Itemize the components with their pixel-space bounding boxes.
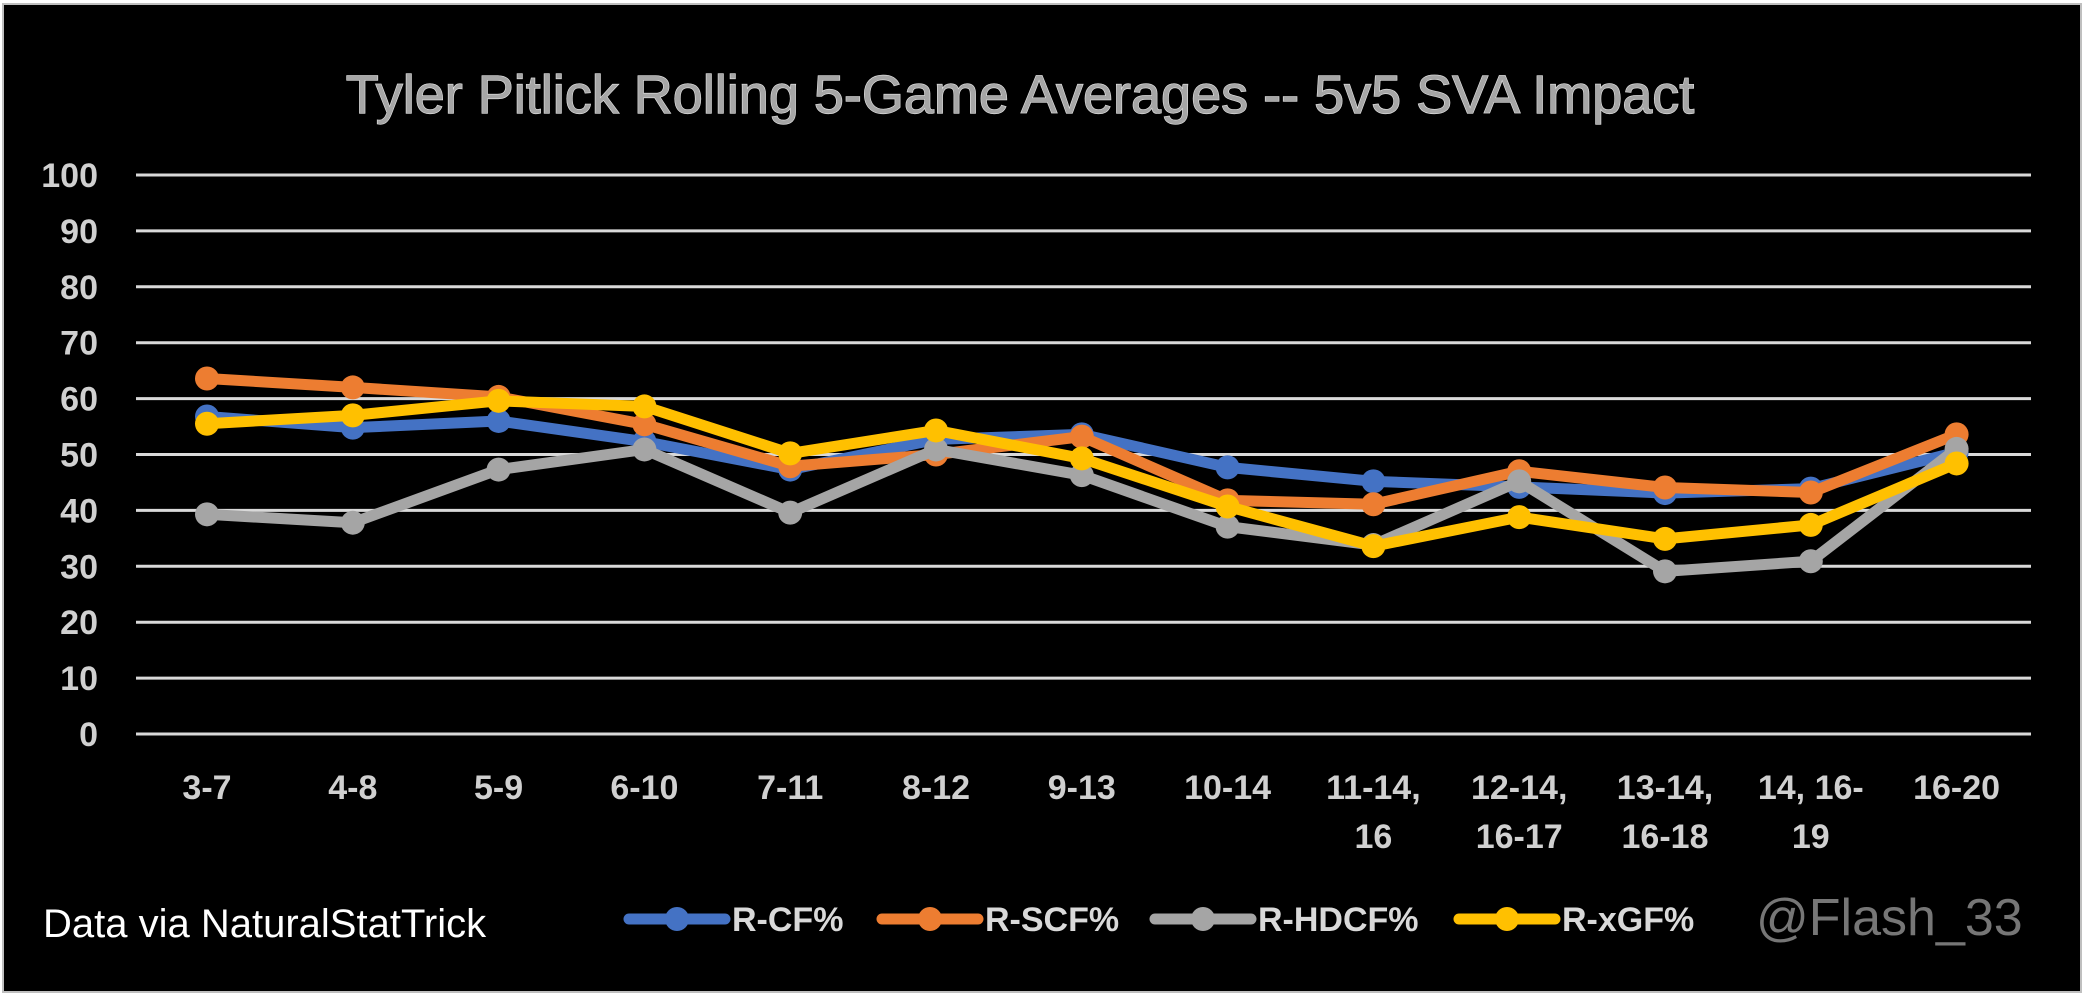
y-tick-label: 100 <box>41 157 98 195</box>
legend-marker <box>665 907 689 931</box>
data-point <box>1798 512 1823 537</box>
data-point <box>1361 469 1386 494</box>
x-tick-label: 9-13 <box>1048 769 1116 807</box>
data-point <box>486 457 511 482</box>
data-point <box>1361 492 1386 517</box>
x-tick-label: 16 <box>1354 818 1392 856</box>
x-axis-tick-labels: 3-7 4-8 5-9 6-10 7-11 8-12 9-13 10-14 11-14, 16 12… <box>182 769 2000 856</box>
data-point <box>486 388 511 413</box>
y-tick-label: 40 <box>60 492 98 530</box>
data-point <box>195 502 219 527</box>
data-point <box>1653 475 1677 500</box>
legend-marker <box>918 907 942 931</box>
legend-item: R-xGF% <box>1453 901 1694 939</box>
data-point <box>1653 559 1677 584</box>
data-point <box>632 394 657 419</box>
x-tick-label: 14, 16- <box>1758 769 1864 807</box>
legend-label: R-SCF% <box>985 901 1119 939</box>
x-tick-label: 5-9 <box>474 769 523 807</box>
chart-frame <box>2 3 2082 993</box>
x-tick-label: 19 <box>1792 818 1830 856</box>
x-tick-label: 16-20 <box>1913 769 2000 807</box>
legend: R-CF% R-SCF% R-HDCF% R-xGF% <box>623 901 1694 939</box>
data-point <box>632 437 657 462</box>
y-tick-label: 30 <box>60 548 98 586</box>
y-tick-label: 60 <box>60 381 98 419</box>
data-point <box>1215 514 1240 539</box>
x-tick-label: 6-10 <box>610 769 678 807</box>
data-point <box>1798 549 1823 574</box>
x-tick-label: 11-14, <box>1326 769 1421 807</box>
series-r-scf <box>195 366 1969 517</box>
data-source-note: Data via NaturalStatTrick <box>43 902 487 946</box>
legend-label: R-HDCF% <box>1258 901 1419 939</box>
data-point <box>340 375 365 400</box>
series-r-xgf <box>195 388 1969 559</box>
y-tick-label: 70 <box>60 325 98 363</box>
data-point <box>1069 446 1094 471</box>
data-point <box>1507 469 1532 494</box>
x-tick-label: 4-8 <box>328 769 377 807</box>
data-point <box>1653 526 1677 551</box>
x-tick-label: 8-12 <box>902 769 970 807</box>
data-point <box>1944 451 1969 476</box>
series-r-hdcf <box>195 436 1969 584</box>
legend-label: R-CF% <box>732 901 843 939</box>
legend-item: R-CF% <box>623 901 843 939</box>
y-tick-label: 50 <box>60 437 98 475</box>
legend-item: R-SCF% <box>876 901 1119 939</box>
y-tick-label: 10 <box>60 660 98 698</box>
series-lines <box>195 366 1969 584</box>
y-tick-label: 0 <box>79 716 98 754</box>
data-point <box>1798 480 1823 505</box>
data-point <box>778 500 803 525</box>
legend-marker <box>1495 907 1519 931</box>
author-credit: @Flash_33 <box>1756 889 2023 947</box>
x-tick-label: 13-14, <box>1617 769 1713 807</box>
x-tick-label: 16-17 <box>1476 818 1563 856</box>
data-point <box>1215 455 1240 480</box>
data-point <box>632 412 657 437</box>
data-point <box>1507 505 1532 530</box>
x-tick-label: 12-14, <box>1471 769 1567 807</box>
chart-title: Tyler Pitlick Rolling 5-Game Averages --… <box>346 65 1695 125</box>
data-point <box>1215 494 1240 519</box>
gridlines <box>136 173 2031 736</box>
data-point <box>195 366 219 391</box>
data-point <box>1069 463 1094 488</box>
data-point <box>486 408 511 433</box>
data-point <box>924 437 948 462</box>
data-point <box>340 510 365 535</box>
y-tick-label: 90 <box>60 213 98 251</box>
y-axis-tick-labels: 0 10 20 30 40 50 60 70 80 90 100 <box>41 157 98 754</box>
data-point <box>195 411 219 436</box>
x-tick-label: 7-11 <box>757 769 823 807</box>
legend-item: R-HDCF% <box>1149 901 1419 939</box>
data-point <box>340 403 365 428</box>
y-tick-label: 20 <box>60 604 98 642</box>
data-point <box>778 441 803 466</box>
y-tick-label: 80 <box>60 269 98 307</box>
data-point <box>924 418 948 443</box>
x-tick-label: 10-14 <box>1184 769 1271 807</box>
x-tick-label: 16-18 <box>1622 818 1709 856</box>
data-point <box>1069 424 1094 449</box>
legend-label: R-xGF% <box>1562 901 1694 939</box>
x-tick-label: 3-7 <box>182 769 231 807</box>
legend-marker <box>1191 907 1215 931</box>
data-point <box>1361 534 1386 559</box>
